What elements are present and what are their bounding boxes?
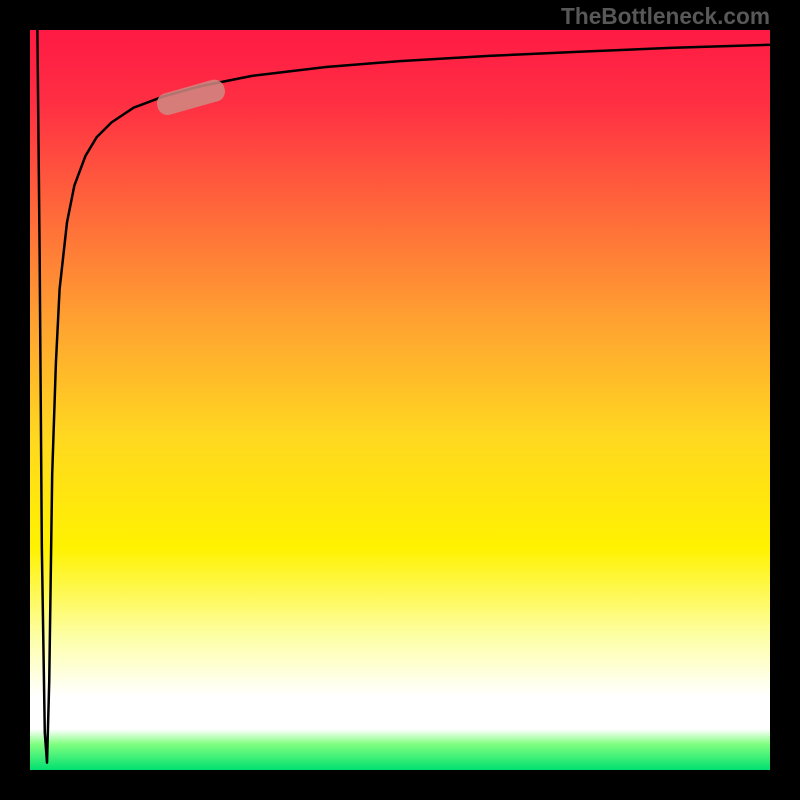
axis-frame-bottom — [0, 770, 800, 800]
attribution-label: TheBottleneck.com — [561, 3, 770, 30]
bottleneck-chart — [0, 0, 800, 800]
plot-area-gradient — [30, 30, 770, 770]
axis-frame-right — [770, 0, 800, 800]
axis-frame-left — [0, 0, 30, 800]
